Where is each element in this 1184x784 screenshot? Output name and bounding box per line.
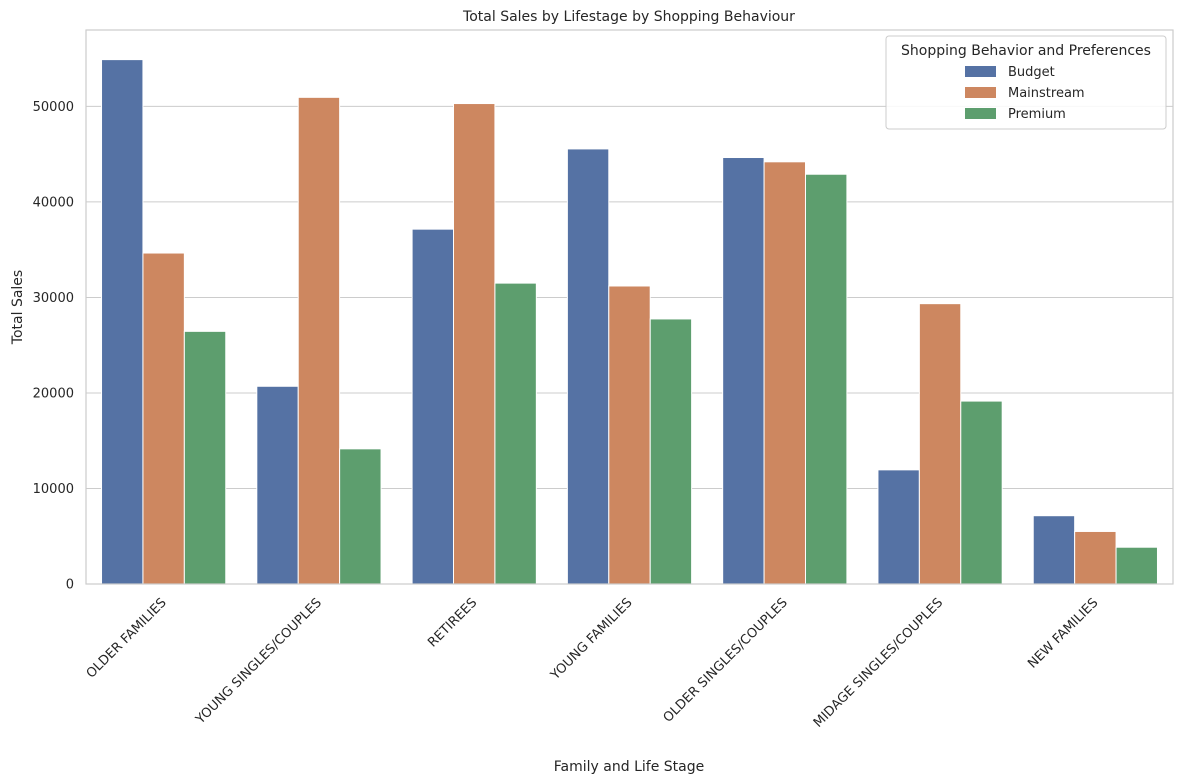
bar-budget — [566, 148, 610, 585]
bar-premium — [1115, 546, 1158, 585]
bar-budget — [411, 228, 455, 585]
x-tick-label: RETIREES — [425, 595, 480, 650]
x-tick-label: NEW FAMILIES — [1025, 595, 1101, 671]
x-axis-ticks: OLDER FAMILIES YOUNG SINGLES/COUPLES RETIR… — [84, 595, 1102, 730]
y-tick-label: 30000 — [33, 291, 74, 306]
x-tick-label: YOUNG SINGLES/COUPLES — [193, 595, 325, 727]
bar-premium — [494, 282, 537, 585]
x-tick-label: OLDER FAMILIES — [84, 595, 170, 681]
bar-budget — [256, 385, 299, 585]
bar-mainstream — [297, 96, 341, 585]
bar-budget — [722, 157, 765, 585]
y-tick-label: 50000 — [33, 100, 74, 115]
x-tick-label: OLDER SINGLES/COUPLES — [661, 595, 791, 725]
legend-label-premium: Premium — [1008, 107, 1066, 122]
plot-frame — [85, 29, 1174, 585]
legend-swatch-premium — [965, 108, 996, 119]
y-tick-label: 0 — [66, 578, 74, 593]
bar-mainstream — [142, 252, 185, 585]
bar-mainstream — [918, 303, 962, 585]
legend-swatch-budget — [965, 66, 996, 77]
bar-budget — [1032, 515, 1076, 585]
y-tick-label: 40000 — [33, 195, 74, 210]
bars — [101, 59, 1158, 585]
y-tick-label: 20000 — [33, 386, 74, 401]
bar-mainstream — [608, 285, 651, 585]
bar-mainstream — [453, 103, 496, 585]
legend-label-mainstream: Mainstream — [1008, 86, 1085, 101]
x-tick-label: YOUNG FAMILIES — [547, 595, 635, 683]
x-axis-label: Family and Life Stage — [554, 759, 704, 775]
bar-mainstream — [1074, 530, 1117, 585]
legend-title: Shopping Behavior and Preferences — [901, 43, 1151, 59]
bar-premium — [960, 400, 1003, 585]
chart-title: Total Sales by Lifestage by Shopping Beh… — [462, 9, 795, 25]
y-axis-label: Total Sales — [10, 270, 26, 345]
x-tick-label: MIDAGE SINGLES/COUPLES — [811, 595, 946, 730]
legend-label-budget: Budget — [1008, 65, 1055, 80]
bar-mainstream — [763, 161, 806, 585]
y-tick-label: 10000 — [33, 482, 74, 497]
legend-items: Budget Mainstream Premium — [965, 65, 1085, 122]
y-axis-ticks: 0 10000 20000 30000 40000 50000 — [33, 100, 74, 593]
bar-premium — [649, 318, 693, 585]
bar-premium — [183, 330, 227, 585]
bar-premium — [339, 448, 382, 585]
bar-budget — [101, 59, 144, 585]
legend-swatch-mainstream — [965, 87, 996, 98]
bar-budget — [877, 469, 920, 585]
legend-box — [885, 35, 1167, 130]
bar-premium — [804, 173, 848, 585]
legend: Shopping Behavior and Preferences Budget… — [885, 35, 1167, 130]
